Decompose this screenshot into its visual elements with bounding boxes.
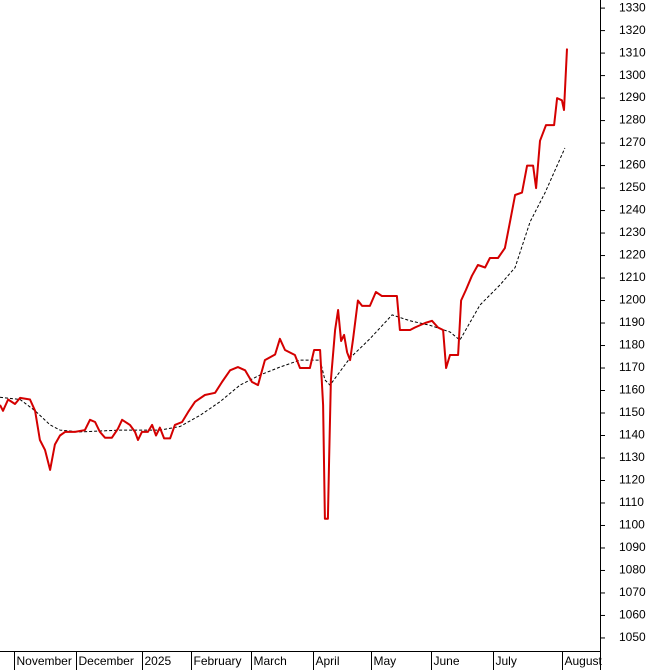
x-tick-label: July — [496, 654, 517, 668]
y-tick-label: 1120 — [619, 473, 645, 487]
y-tick-label: 1100 — [619, 518, 645, 532]
y-tick-label: 1170 — [619, 360, 645, 374]
y-tick-label: 1260 — [619, 158, 646, 172]
y-tick-label: 1140 — [619, 428, 645, 442]
y-tick-label: 1090 — [619, 540, 646, 554]
y-tick-label: 1180 — [619, 338, 645, 352]
y-tick-label: 1150 — [619, 405, 645, 419]
y-tick-label: 1300 — [619, 68, 646, 82]
y-tick-label: 1330 — [619, 0, 646, 14]
y-tick-label: 1280 — [619, 113, 646, 127]
x-tick-label: December — [79, 654, 134, 668]
x-tick-label: June — [434, 654, 460, 668]
y-tick-label: 1310 — [619, 45, 646, 59]
y-tick-label: 1080 — [619, 563, 646, 577]
x-tick-label: November — [17, 654, 72, 668]
y-tick-label: 1250 — [619, 180, 646, 194]
y-tick-label: 1240 — [619, 203, 646, 217]
y-tick-label: 1060 — [619, 608, 646, 622]
y-tick-label: 1320 — [619, 23, 646, 37]
y-tick-label: 1070 — [619, 585, 646, 599]
x-tick-label: 2025 — [145, 654, 172, 668]
x-tick-label: March — [254, 654, 287, 668]
y-tick-label: 1200 — [619, 293, 646, 307]
y-tick-label: 1210 — [619, 270, 646, 284]
y-tick-label: 1160 — [619, 383, 645, 397]
y-tick-label: 1050 — [619, 630, 646, 644]
moving-average-line — [0, 147, 566, 433]
y-tick-label: 1190 — [619, 315, 645, 329]
y-tick-label: 1110 — [619, 495, 644, 509]
x-tick-label: May — [374, 654, 397, 668]
y-tick-label: 1270 — [619, 135, 646, 149]
price-line — [0, 48, 568, 520]
x-tick-label: April — [316, 654, 340, 668]
y-tick-label: 1130 — [619, 450, 645, 464]
x-tick-label: February — [194, 654, 242, 668]
y-tick-label: 1230 — [619, 225, 646, 239]
y-tick-label: 1220 — [619, 248, 646, 262]
x-tick-label: August — [565, 654, 603, 668]
y-tick-label: 1290 — [619, 90, 646, 104]
